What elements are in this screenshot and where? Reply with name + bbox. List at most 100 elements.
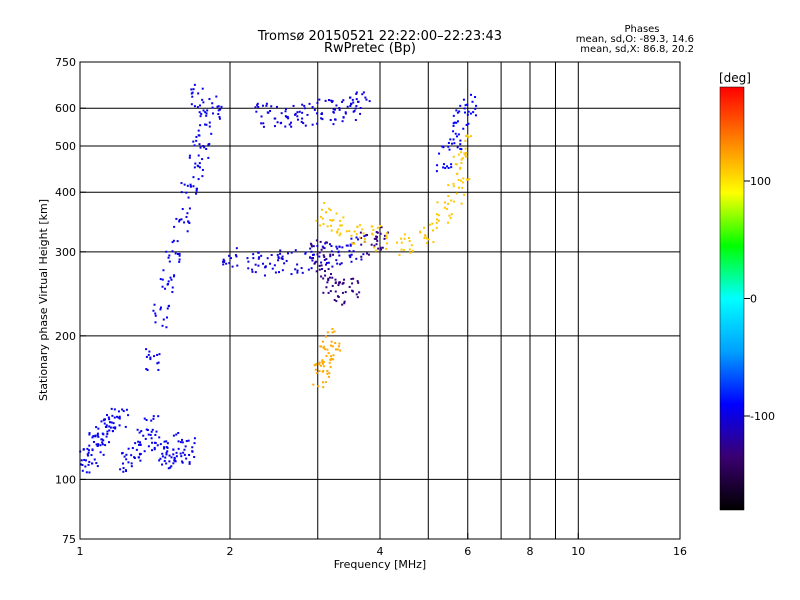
data-point <box>257 251 260 254</box>
data-point <box>360 237 363 240</box>
data-point <box>456 120 459 123</box>
data-point <box>365 98 368 101</box>
data-point <box>159 278 162 281</box>
data-point <box>461 186 464 189</box>
data-points <box>79 83 478 474</box>
data-point <box>185 191 188 194</box>
data-point <box>366 233 369 236</box>
data-point <box>108 425 111 428</box>
data-point <box>200 112 203 115</box>
data-point <box>349 256 352 259</box>
data-point <box>130 454 133 457</box>
data-point <box>385 237 388 240</box>
data-point <box>318 268 321 271</box>
data-point <box>353 109 356 112</box>
data-point <box>105 424 108 427</box>
data-point <box>444 167 447 170</box>
data-point <box>124 425 127 428</box>
data-point <box>153 355 156 358</box>
y-tick-label: 500 <box>55 140 76 153</box>
data-point <box>274 271 277 274</box>
data-point <box>325 241 328 244</box>
data-point <box>339 219 342 222</box>
data-point <box>358 291 361 294</box>
data-point <box>154 314 157 317</box>
data-point <box>310 243 313 246</box>
data-point <box>409 251 412 254</box>
data-point <box>374 249 377 252</box>
data-point <box>290 125 293 128</box>
data-point <box>231 265 234 268</box>
data-point <box>410 244 413 247</box>
data-point <box>163 447 166 450</box>
data-point <box>452 124 455 127</box>
data-point <box>343 278 346 281</box>
data-point <box>146 429 149 432</box>
data-point <box>192 140 195 143</box>
data-point <box>338 107 341 110</box>
data-point <box>376 239 379 242</box>
data-point <box>309 247 312 250</box>
data-point <box>152 309 155 312</box>
data-point <box>85 471 88 474</box>
data-point <box>108 418 111 421</box>
data-point <box>88 460 91 463</box>
data-point <box>206 109 209 112</box>
data-point <box>453 121 456 124</box>
data-point <box>117 416 120 419</box>
data-point <box>152 417 155 420</box>
data-point <box>88 432 91 435</box>
data-point <box>197 154 200 157</box>
data-point <box>157 361 160 364</box>
data-point <box>205 123 208 126</box>
data-point <box>261 104 264 107</box>
data-point <box>318 251 321 254</box>
data-point <box>342 116 345 119</box>
data-point <box>163 446 166 449</box>
data-point <box>348 285 351 288</box>
data-point <box>174 252 177 255</box>
y-tick-label: 600 <box>55 102 76 115</box>
data-point <box>337 228 340 231</box>
data-point <box>180 218 183 221</box>
data-point <box>172 462 175 465</box>
data-point <box>88 444 91 447</box>
data-point <box>236 264 239 267</box>
data-point <box>311 259 314 262</box>
data-point <box>338 342 341 345</box>
data-point <box>161 285 164 288</box>
data-point <box>193 83 196 86</box>
data-point <box>216 105 219 108</box>
data-point <box>142 434 145 437</box>
data-point <box>318 98 321 101</box>
data-point <box>211 106 214 109</box>
data-point <box>315 112 318 115</box>
data-point <box>186 184 189 187</box>
data-point <box>174 460 177 463</box>
data-point <box>385 247 388 250</box>
data-point <box>156 353 159 356</box>
data-point <box>156 362 159 365</box>
data-point <box>116 415 119 418</box>
data-point <box>185 440 188 443</box>
data-point <box>104 444 107 447</box>
plot-grid <box>80 62 680 539</box>
data-point <box>181 460 184 463</box>
data-point <box>199 115 202 118</box>
y-tick-label: 300 <box>55 246 76 259</box>
data-point <box>455 135 458 138</box>
data-point <box>127 461 130 464</box>
data-point <box>183 221 186 224</box>
data-point <box>96 432 99 435</box>
data-point <box>356 280 359 283</box>
data-point <box>151 441 154 444</box>
data-point <box>254 271 257 274</box>
data-point <box>449 217 452 220</box>
data-point <box>158 353 161 356</box>
data-point <box>339 349 342 352</box>
data-point <box>320 264 323 267</box>
data-point <box>235 247 238 250</box>
data-point <box>464 154 467 157</box>
data-point <box>101 443 104 446</box>
data-point <box>165 451 168 454</box>
